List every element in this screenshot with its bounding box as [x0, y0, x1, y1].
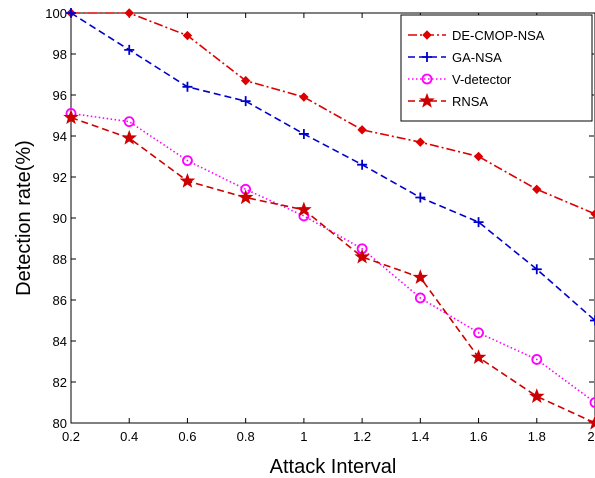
data-point: [529, 388, 545, 403]
y-tick-label: 90: [53, 211, 67, 226]
y-axis: 80 82 84 86 88 90 92 94 96 98 100: [45, 6, 594, 431]
legend-item: V-detector: [408, 72, 512, 87]
data-point: [590, 209, 595, 219]
legend-label: DE-CMOP-NSA: [452, 28, 545, 43]
data-point: [473, 217, 484, 228]
legend-label: RNSA: [452, 94, 488, 109]
x-tick-label: 1.6: [470, 429, 488, 444]
legend-marker: [422, 30, 432, 40]
series-v-detector: [65, 108, 595, 408]
data-point: [473, 327, 484, 339]
x-tick-label: 1.4: [411, 429, 429, 444]
data-point: [532, 184, 542, 195]
x-tick-label: 1.2: [353, 429, 371, 444]
series-rnsa: [63, 109, 595, 430]
y-tick-label: 100: [45, 6, 67, 21]
data-point: [357, 125, 367, 135]
data-point: [298, 128, 309, 139]
data-point: [240, 75, 251, 86]
y-tick-label: 98: [53, 47, 67, 62]
data-point: [415, 192, 426, 203]
legend-items: DE-CMOP-NSA GA-NSA V-detector RNSA: [408, 28, 545, 109]
series-line: [70, 12, 595, 322]
data-point: [531, 264, 542, 275]
data-point: [182, 81, 193, 92]
x-tick-label: 0.6: [178, 429, 196, 444]
data-point: [587, 414, 595, 430]
y-tick-label: 82: [53, 375, 67, 390]
data-point: [470, 349, 487, 365]
data-point: [473, 151, 484, 162]
legend-item: GA-NSA: [408, 50, 502, 65]
legend-marker: [422, 52, 432, 62]
data-point: [296, 201, 312, 217]
legend-item: DE-CMOP-NSA: [408, 28, 545, 43]
y-tick-label: 86: [53, 293, 67, 308]
x-tick-label: 0.2: [62, 429, 80, 444]
y-axis-label: Detection rate(%): [13, 140, 35, 296]
x-tick-label: 1.8: [528, 429, 546, 444]
legend-box: [400, 14, 593, 122]
data-point: [63, 109, 79, 125]
data-point: [182, 30, 193, 41]
data-point: [240, 96, 251, 107]
series-line: [70, 112, 595, 404]
x-tick-label: 2: [587, 429, 594, 444]
data-point: [123, 116, 135, 128]
data-point: [179, 172, 196, 188]
y-tick-label: 88: [53, 252, 67, 267]
legend: DE-CMOP-NSA GA-NSA V-detector RNSA: [400, 14, 593, 122]
x-tick-label: 0.8: [237, 429, 255, 444]
data-point: [590, 315, 595, 326]
data-point: [414, 292, 426, 304]
y-tick-label: 94: [53, 129, 67, 144]
x-axis: 0.2 0.4 0.6 0.8 1 1.2 1.4 1.6 1.8 2: [62, 13, 595, 444]
data-point: [357, 159, 368, 170]
data-point: [237, 189, 254, 205]
data-point: [531, 354, 543, 365]
data-point: [415, 137, 426, 147]
data-point: [121, 129, 137, 145]
x-tick-label: 0.4: [120, 429, 138, 444]
y-tick-label: 92: [53, 170, 67, 185]
data-point: [66, 8, 76, 18]
series-ga-nsa: [66, 8, 595, 326]
legend-marker: [421, 73, 433, 85]
data-point: [124, 8, 134, 18]
x-tick-label: 1: [300, 429, 307, 444]
series-line: [71, 12, 595, 215]
data-point: [589, 397, 595, 408]
data-point: [354, 248, 370, 264]
legend-item: RNSA: [408, 92, 488, 109]
data-point: [124, 44, 135, 55]
legend-label: V-detector: [452, 72, 512, 87]
x-axis-label: Attack Interval: [270, 456, 397, 478]
legend-marker: [419, 92, 435, 108]
data-point: [182, 155, 193, 167]
y-tick-label: 96: [53, 88, 67, 103]
data-point: [299, 92, 309, 102]
y-tick-label: 80: [53, 416, 67, 431]
y-tick-label: 84: [53, 334, 67, 349]
series-layer: [63, 8, 595, 430]
legend-label: GA-NSA: [452, 50, 502, 65]
series-line: [70, 116, 595, 424]
data-point: [412, 269, 429, 285]
